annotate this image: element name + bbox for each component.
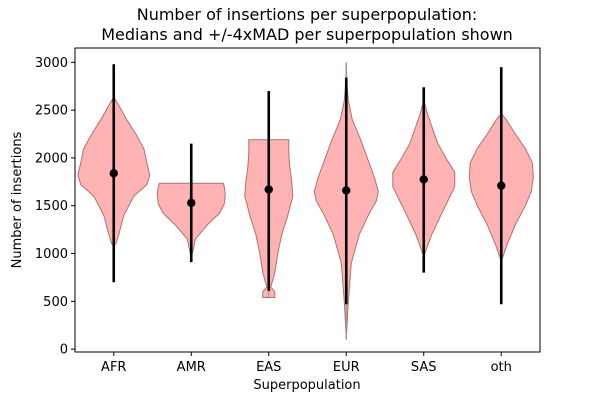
chart-title-line2: Medians and +/-4xMAD per superpopulation… [101, 25, 513, 44]
x-tick-label-eas: EAS [256, 360, 281, 375]
y-tick-label: 2500 [35, 104, 68, 119]
plot-frame [74, 47, 541, 353]
x-tick-label-sas: SAS [411, 360, 437, 375]
y-tick-label: 0 [60, 343, 68, 358]
x-tick-label-afr: AFR [101, 360, 126, 375]
y-tick-label: 2000 [35, 151, 68, 166]
median-point-afr [109, 169, 118, 178]
median-point-oth [497, 181, 506, 190]
y-axis-label: Number of insertions [10, 131, 25, 268]
chart-title-line1: Number of insertions per superpopulation… [137, 5, 478, 24]
median-point-eur [342, 186, 351, 195]
y-tick-label: 3000 [35, 56, 68, 71]
x-tick-label-oth: oth [491, 360, 512, 375]
y-tick-label: 1500 [35, 199, 68, 214]
x-tick-label-amr: AMR [177, 360, 206, 375]
y-tick-label: 500 [43, 295, 68, 310]
median-point-sas [419, 175, 428, 184]
x-tick-label-eur: EUR [333, 360, 360, 375]
y-axis: 0 500 1000 1500 2000 2500 3000 [35, 56, 75, 358]
median-point-amr [187, 198, 196, 208]
x-axis: AFR AMR EAS EUR SAS oth [101, 352, 512, 375]
plot-area [77, 62, 534, 340]
median-point-eas [264, 185, 273, 194]
x-axis-label: Superpopulation [253, 378, 360, 393]
y-tick-label: 1000 [35, 247, 68, 262]
